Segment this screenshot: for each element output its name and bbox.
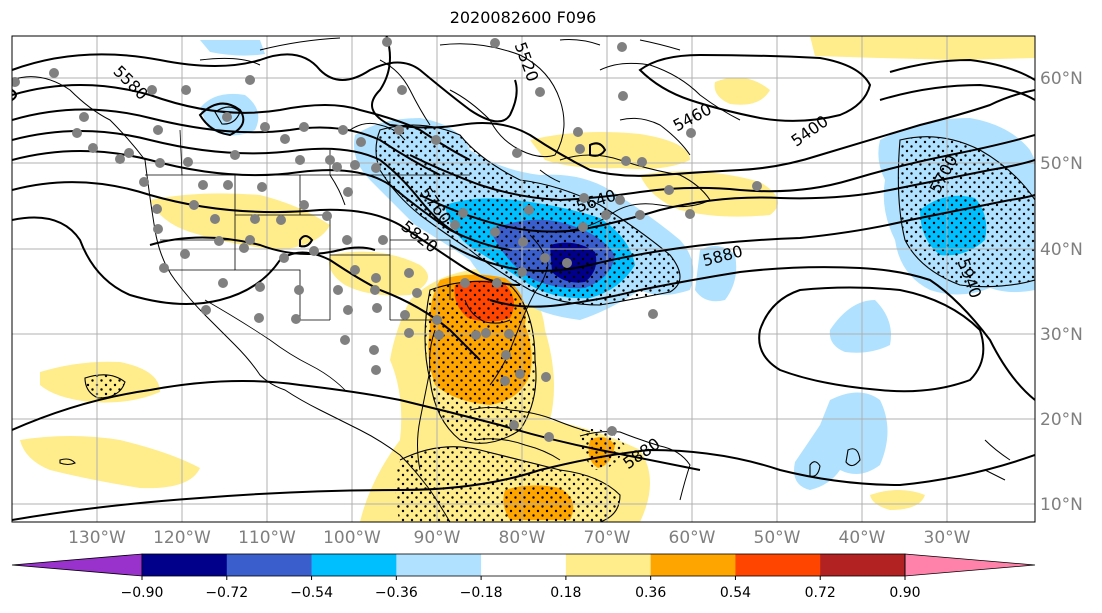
colorbar-outline bbox=[141, 553, 906, 577]
height-contours bbox=[12, 36, 1035, 521]
colorbar-tick-label: −0.36 bbox=[375, 585, 418, 601]
lat-label-20n: 20°N bbox=[1040, 410, 1083, 430]
longitude-labels: 130°W 120°W 110°W 100°W 90°W 80°W 70°W 6… bbox=[68, 528, 971, 548]
colorbar-tick-label: 0.90 bbox=[889, 585, 920, 601]
colorbar-segment bbox=[396, 554, 482, 576]
colorbar-tick-label: −0.18 bbox=[460, 585, 503, 601]
colorbar-segment bbox=[820, 554, 906, 576]
colorbar-tick-label: 0.18 bbox=[550, 585, 581, 601]
colorbar-tick-label: −0.72 bbox=[205, 585, 248, 601]
colorbar-segment bbox=[226, 554, 313, 576]
latitude-labels: 60°N 50°N 40°N 30°N 20°N 10°N bbox=[1040, 69, 1083, 515]
lon-label-40w: 40°W bbox=[839, 528, 886, 548]
colorbar-extend-low bbox=[11, 553, 143, 577]
lon-label-100w: 100°W bbox=[323, 528, 381, 548]
colorbar-tick-label: 0.54 bbox=[720, 585, 751, 601]
map-frame bbox=[11, 35, 1036, 523]
lat-label-30n: 30°N bbox=[1040, 325, 1083, 345]
colorbar-segment bbox=[735, 554, 821, 576]
lat-label-10n: 10°N bbox=[1040, 495, 1083, 515]
lon-label-130w: 130°W bbox=[68, 528, 126, 548]
colorbar-segment bbox=[481, 554, 567, 576]
colorbar-tick-label: −0.90 bbox=[121, 585, 164, 601]
lat-label-50n: 50°N bbox=[1040, 154, 1083, 174]
lon-label-90w: 90°W bbox=[414, 528, 461, 548]
colorbar-extend-high bbox=[904, 553, 1036, 577]
lon-label-30w: 30°W bbox=[924, 528, 971, 548]
stipple-outlines bbox=[59, 106, 1035, 522]
lon-label-50w: 50°W bbox=[754, 528, 801, 548]
graticule bbox=[12, 36, 1035, 522]
map-title: 2020082600 F096 bbox=[449, 8, 597, 27]
colorbar-segment bbox=[565, 554, 652, 576]
lon-label-70w: 70°W bbox=[584, 528, 631, 548]
lon-label-60w: 60°W bbox=[669, 528, 716, 548]
colorbar-tick-label: 0.36 bbox=[635, 585, 666, 601]
lat-label-40n: 40°N bbox=[1040, 240, 1083, 260]
colorbar-segment bbox=[142, 554, 228, 576]
lon-label-80w: 80°W bbox=[499, 528, 546, 548]
lon-label-120w: 120°W bbox=[153, 528, 211, 548]
colorbar: −0.90 −0.72 −0.54 −0.36 −0.18 0.18 0.36 0.54 0.7… bbox=[11, 553, 1036, 601]
lon-label-110w: 110°W bbox=[238, 528, 296, 548]
colorbar-tick-label: 0.72 bbox=[805, 585, 836, 601]
colorbar-segment bbox=[650, 554, 736, 576]
lat-label-60n: 60°N bbox=[1040, 69, 1083, 89]
colorbar-tick-label: −0.54 bbox=[290, 585, 333, 601]
colorbar-segment bbox=[311, 554, 397, 576]
station-markers bbox=[12, 37, 762, 442]
